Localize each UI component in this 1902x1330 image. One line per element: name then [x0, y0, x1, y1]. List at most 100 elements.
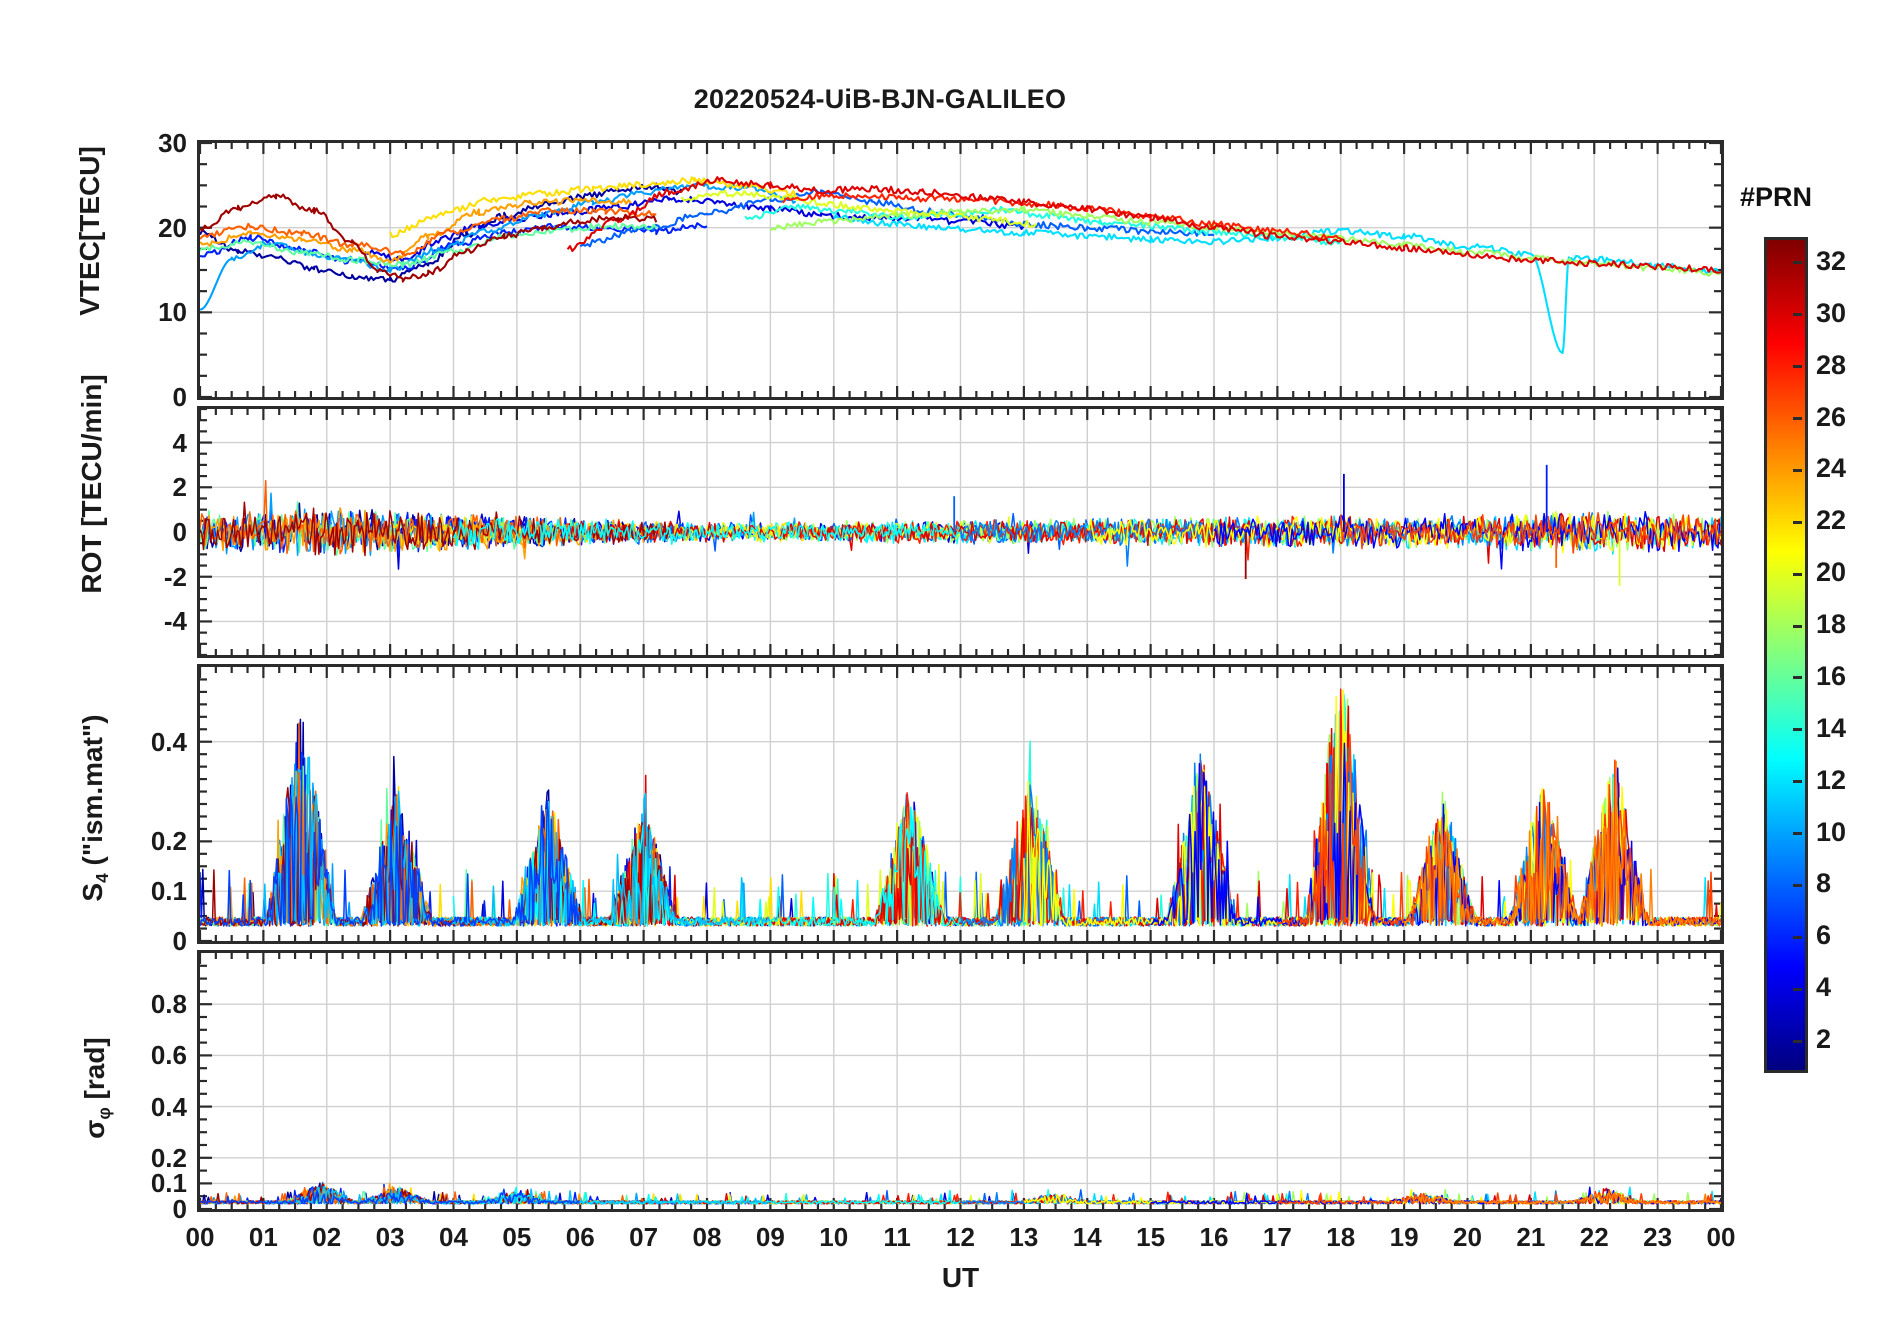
data-trace [200, 222, 658, 269]
x-tick-label: 13 [1009, 1222, 1039, 1252]
data-trace [1276, 734, 1721, 927]
panel-plot-s4 [200, 667, 1721, 941]
y-tick-label-rot: -4 [163, 606, 187, 637]
x-tick-label: 21 [1516, 1222, 1546, 1252]
x-tick-label: 20 [1453, 1222, 1482, 1252]
x-tick-label: 01 [248, 1222, 278, 1252]
y-tick-label-s4: 0 [172, 926, 187, 956]
data-trace [744, 203, 1342, 246]
x-tick-label: 14 [1072, 1222, 1102, 1252]
data-trace [680, 189, 1038, 229]
x-tick-label: 18 [1326, 1222, 1356, 1252]
colorbar-tick-mark [1793, 935, 1802, 939]
y-tick-label-rot: 4 [172, 427, 187, 458]
x-tick-label: 00 [1706, 1222, 1736, 1252]
data-trace [1403, 760, 1721, 927]
panel-vtec [197, 140, 1724, 400]
x-tick-label: 00 [185, 1222, 215, 1252]
data-trace [452, 517, 960, 550]
panel-plot-sigma-phi [200, 953, 1721, 1209]
colorbar-tick-label: 32 [1816, 245, 1847, 276]
colorbar-tick-label: 10 [1816, 816, 1847, 847]
data-trace [674, 795, 1050, 927]
colorbar: #PRN 32 30 28 26 24 22 20 18 16 14 12 10 8 6 4 2 [1740, 182, 1900, 1095]
colorbar-tick-label: 30 [1816, 297, 1847, 328]
y-tick-label-rot: 0 [172, 517, 187, 547]
colorbar-tick-mark [1793, 520, 1802, 524]
x-tick-label: 17 [1262, 1222, 1292, 1252]
colorbar-tick-label: 24 [1816, 453, 1847, 484]
data-trace [566, 176, 1721, 274]
panel-s4 [197, 664, 1724, 944]
colorbar-tick-mark [1793, 365, 1802, 369]
data-trace [1086, 510, 1721, 554]
colorbar-tick-mark [1793, 883, 1802, 887]
colorbar-tick-label: 22 [1816, 505, 1847, 536]
x-tick-label: 02 [312, 1222, 342, 1252]
data-trace [200, 197, 632, 264]
colorbar-tick-label: 20 [1816, 557, 1847, 588]
data-trace [200, 722, 670, 927]
data-trace [769, 205, 1721, 277]
panel-s4-ylabel: S4 ("ism.mat") [76, 714, 113, 902]
y-tick-label-sigma-phi: 0 [172, 1194, 187, 1224]
colorbar-tick-mark [1793, 780, 1802, 784]
x-tick-label: 06 [565, 1222, 595, 1252]
colorbar-tick-label: 8 [1816, 868, 1832, 899]
panel-sigma-phi [197, 950, 1724, 1212]
colorbar-tick-label: 14 [1816, 712, 1847, 743]
y-tick-label-sigma-phi: 0.6 [150, 1040, 187, 1071]
colorbar-tick-mark [1793, 728, 1802, 732]
data-trace [200, 1186, 580, 1205]
data-trace [1340, 511, 1721, 554]
y-tick-label-s4: 0.1 [150, 876, 187, 907]
data-trace [1023, 689, 1721, 927]
colorbar-tick-label: 2 [1816, 1024, 1832, 1055]
colorbar-tick-mark [1793, 624, 1802, 628]
data-trace [200, 182, 683, 283]
x-tick-label: 09 [755, 1222, 785, 1252]
colorbar-tick-mark [1793, 313, 1802, 317]
colorbar-tick-label: 6 [1816, 920, 1832, 951]
colorbar-tick-mark [1793, 572, 1802, 576]
data-trace [389, 176, 797, 239]
data-trace [200, 751, 580, 927]
data-trace [579, 188, 1215, 248]
colorbar-tick-mark [1793, 417, 1802, 421]
y-tick-label-vtec: 30 [158, 128, 187, 158]
x-tick-label: 15 [1136, 1222, 1166, 1252]
x-tick-label: 04 [439, 1222, 468, 1252]
x-tick-label: 07 [629, 1222, 659, 1252]
y-tick-label-s4: 0.2 [150, 826, 187, 857]
y-tick-label-s4: 0.4 [150, 726, 187, 757]
x-tick-label: 08 [692, 1222, 722, 1252]
colorbar-tick-mark [1793, 261, 1802, 265]
x-tick-label: 12 [946, 1222, 975, 1252]
x-tick-label: 05 [502, 1222, 532, 1252]
panel-plot-vtec [200, 143, 1721, 397]
panel-rot [197, 406, 1724, 658]
figure-title: 20220524-UiB-BJN-GALILEO [693, 84, 1067, 114]
colorbar-tick-label: 28 [1816, 349, 1847, 380]
y-tick-label-vtec: 20 [158, 212, 187, 243]
colorbar-title: #PRN [1740, 182, 1813, 212]
y-tick-label-sigma-phi: 0.8 [150, 989, 187, 1020]
x-tick-label: 03 [375, 1222, 405, 1252]
y-tick-label-sigma-phi: 0.4 [150, 1091, 187, 1122]
colorbar-tick-label: 16 [1816, 660, 1847, 691]
y-tick-label-sigma-phi: 0.1 [150, 1168, 187, 1199]
y-tick-label-rot: 2 [172, 472, 187, 503]
colorbar-tick-mark [1793, 468, 1802, 472]
panel-plot-rot [200, 409, 1721, 655]
x-tick-label: 11 [883, 1222, 911, 1252]
data-trace [674, 516, 1049, 545]
colorbar-tick-mark [1793, 676, 1802, 680]
data-trace [1403, 1191, 1721, 1205]
y-tick-label-vtec: 10 [158, 297, 187, 328]
x-axis-label: UT [941, 1262, 980, 1293]
x-tick-label: 16 [1199, 1222, 1229, 1252]
colorbar-tick-label: 4 [1816, 972, 1832, 1003]
data-trace [262, 756, 771, 927]
y-tick-label-sigma-phi: 0.2 [150, 1142, 187, 1173]
